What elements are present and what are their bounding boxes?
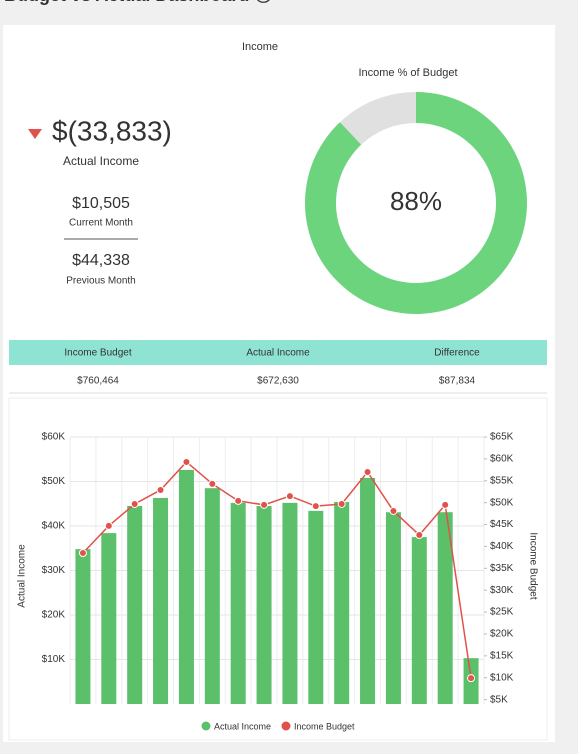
- y2-tick-label: $50K: [490, 497, 514, 508]
- current-month: $10,505: [72, 195, 130, 212]
- bar: [127, 505, 143, 704]
- table-header-cell: Income Budget: [64, 348, 131, 359]
- donut-title: Income % of Budget: [358, 67, 457, 79]
- y2-tick-label: $25K: [490, 607, 514, 618]
- budget-point: [337, 499, 346, 508]
- y2-tick-label: $15K: [490, 650, 514, 661]
- budget-point: [389, 506, 398, 515]
- y-tick-label: $60K: [42, 432, 66, 443]
- bar: [308, 510, 324, 704]
- previous-month: $44,338: [72, 252, 130, 269]
- legend-label: Actual Income: [214, 721, 271, 731]
- table-header-cell: Difference: [434, 348, 480, 359]
- current-month-label: Current Month: [69, 218, 133, 229]
- legend-swatch: [201, 721, 211, 731]
- y2-tick-label: $20K: [490, 629, 514, 640]
- income-title: Income: [242, 41, 278, 53]
- budget-point: [285, 492, 294, 501]
- y-tick-label: $50K: [42, 476, 66, 487]
- bar: [437, 512, 453, 704]
- bar: [256, 505, 272, 704]
- budget-point: [363, 468, 372, 477]
- y2-tick-label: $55K: [490, 475, 514, 486]
- budget-point: [234, 496, 243, 505]
- legend-swatch: [281, 721, 291, 731]
- y-tick-label: $10K: [42, 654, 66, 665]
- bar: [153, 497, 169, 704]
- budget-point: [78, 548, 87, 557]
- budget-point: [441, 500, 450, 509]
- bar: [230, 502, 246, 704]
- budget-point: [260, 500, 269, 509]
- bar: [75, 549, 91, 704]
- budget-point: [130, 499, 139, 508]
- bar: [411, 537, 427, 704]
- actual-income-label: Actual Income: [63, 154, 139, 168]
- bar: [204, 488, 220, 704]
- table-header-cell: Actual Income: [246, 348, 310, 359]
- y2-axis-title: Income Budget: [527, 532, 538, 599]
- down-arrow: [28, 129, 42, 139]
- table-cell: $672,630: [257, 376, 299, 387]
- actual-income: $(33,833): [52, 115, 172, 146]
- y2-tick-label: $35K: [490, 563, 514, 574]
- y2-tick-label: $40K: [490, 541, 514, 552]
- y2-tick-label: $45K: [490, 519, 514, 530]
- y-tick-label: $30K: [42, 565, 66, 576]
- bar: [385, 512, 401, 704]
- chart-frame: [8, 397, 548, 741]
- table-cell: $760,464: [77, 376, 119, 387]
- legend-label: Income Budget: [294, 721, 355, 731]
- y2-tick-label: $5K: [490, 694, 508, 705]
- budget-point: [104, 521, 113, 530]
- budget-point: [208, 479, 217, 488]
- donut-segment: [340, 92, 416, 145]
- table-header: [9, 340, 547, 365]
- budget-point: [311, 502, 320, 511]
- bar: [101, 533, 117, 704]
- y-axis-title: Actual Income: [17, 544, 28, 608]
- y2-tick-label: $10K: [490, 672, 514, 683]
- bar: [178, 469, 194, 704]
- bar: [334, 501, 350, 704]
- y2-tick-label: $65K: [490, 432, 514, 443]
- y-tick-label: $20K: [42, 610, 66, 621]
- budget-point: [156, 485, 165, 494]
- y2-tick-label: $60K: [490, 454, 514, 465]
- page-title: Budget vs Actual Dashboard ⓘ: [4, 0, 272, 5]
- budget-point: [467, 674, 476, 683]
- budget-line: [82, 460, 472, 679]
- bar: [360, 477, 376, 704]
- y2-tick-label: $30K: [490, 585, 514, 596]
- budget-point: [182, 457, 191, 466]
- previous-month-label: Previous Month: [66, 276, 135, 287]
- donut-center: 88%: [390, 186, 442, 216]
- table-cell: $87,834: [439, 376, 476, 387]
- y-tick-label: $40K: [42, 521, 66, 532]
- bar: [282, 502, 298, 704]
- budget-point: [415, 531, 424, 540]
